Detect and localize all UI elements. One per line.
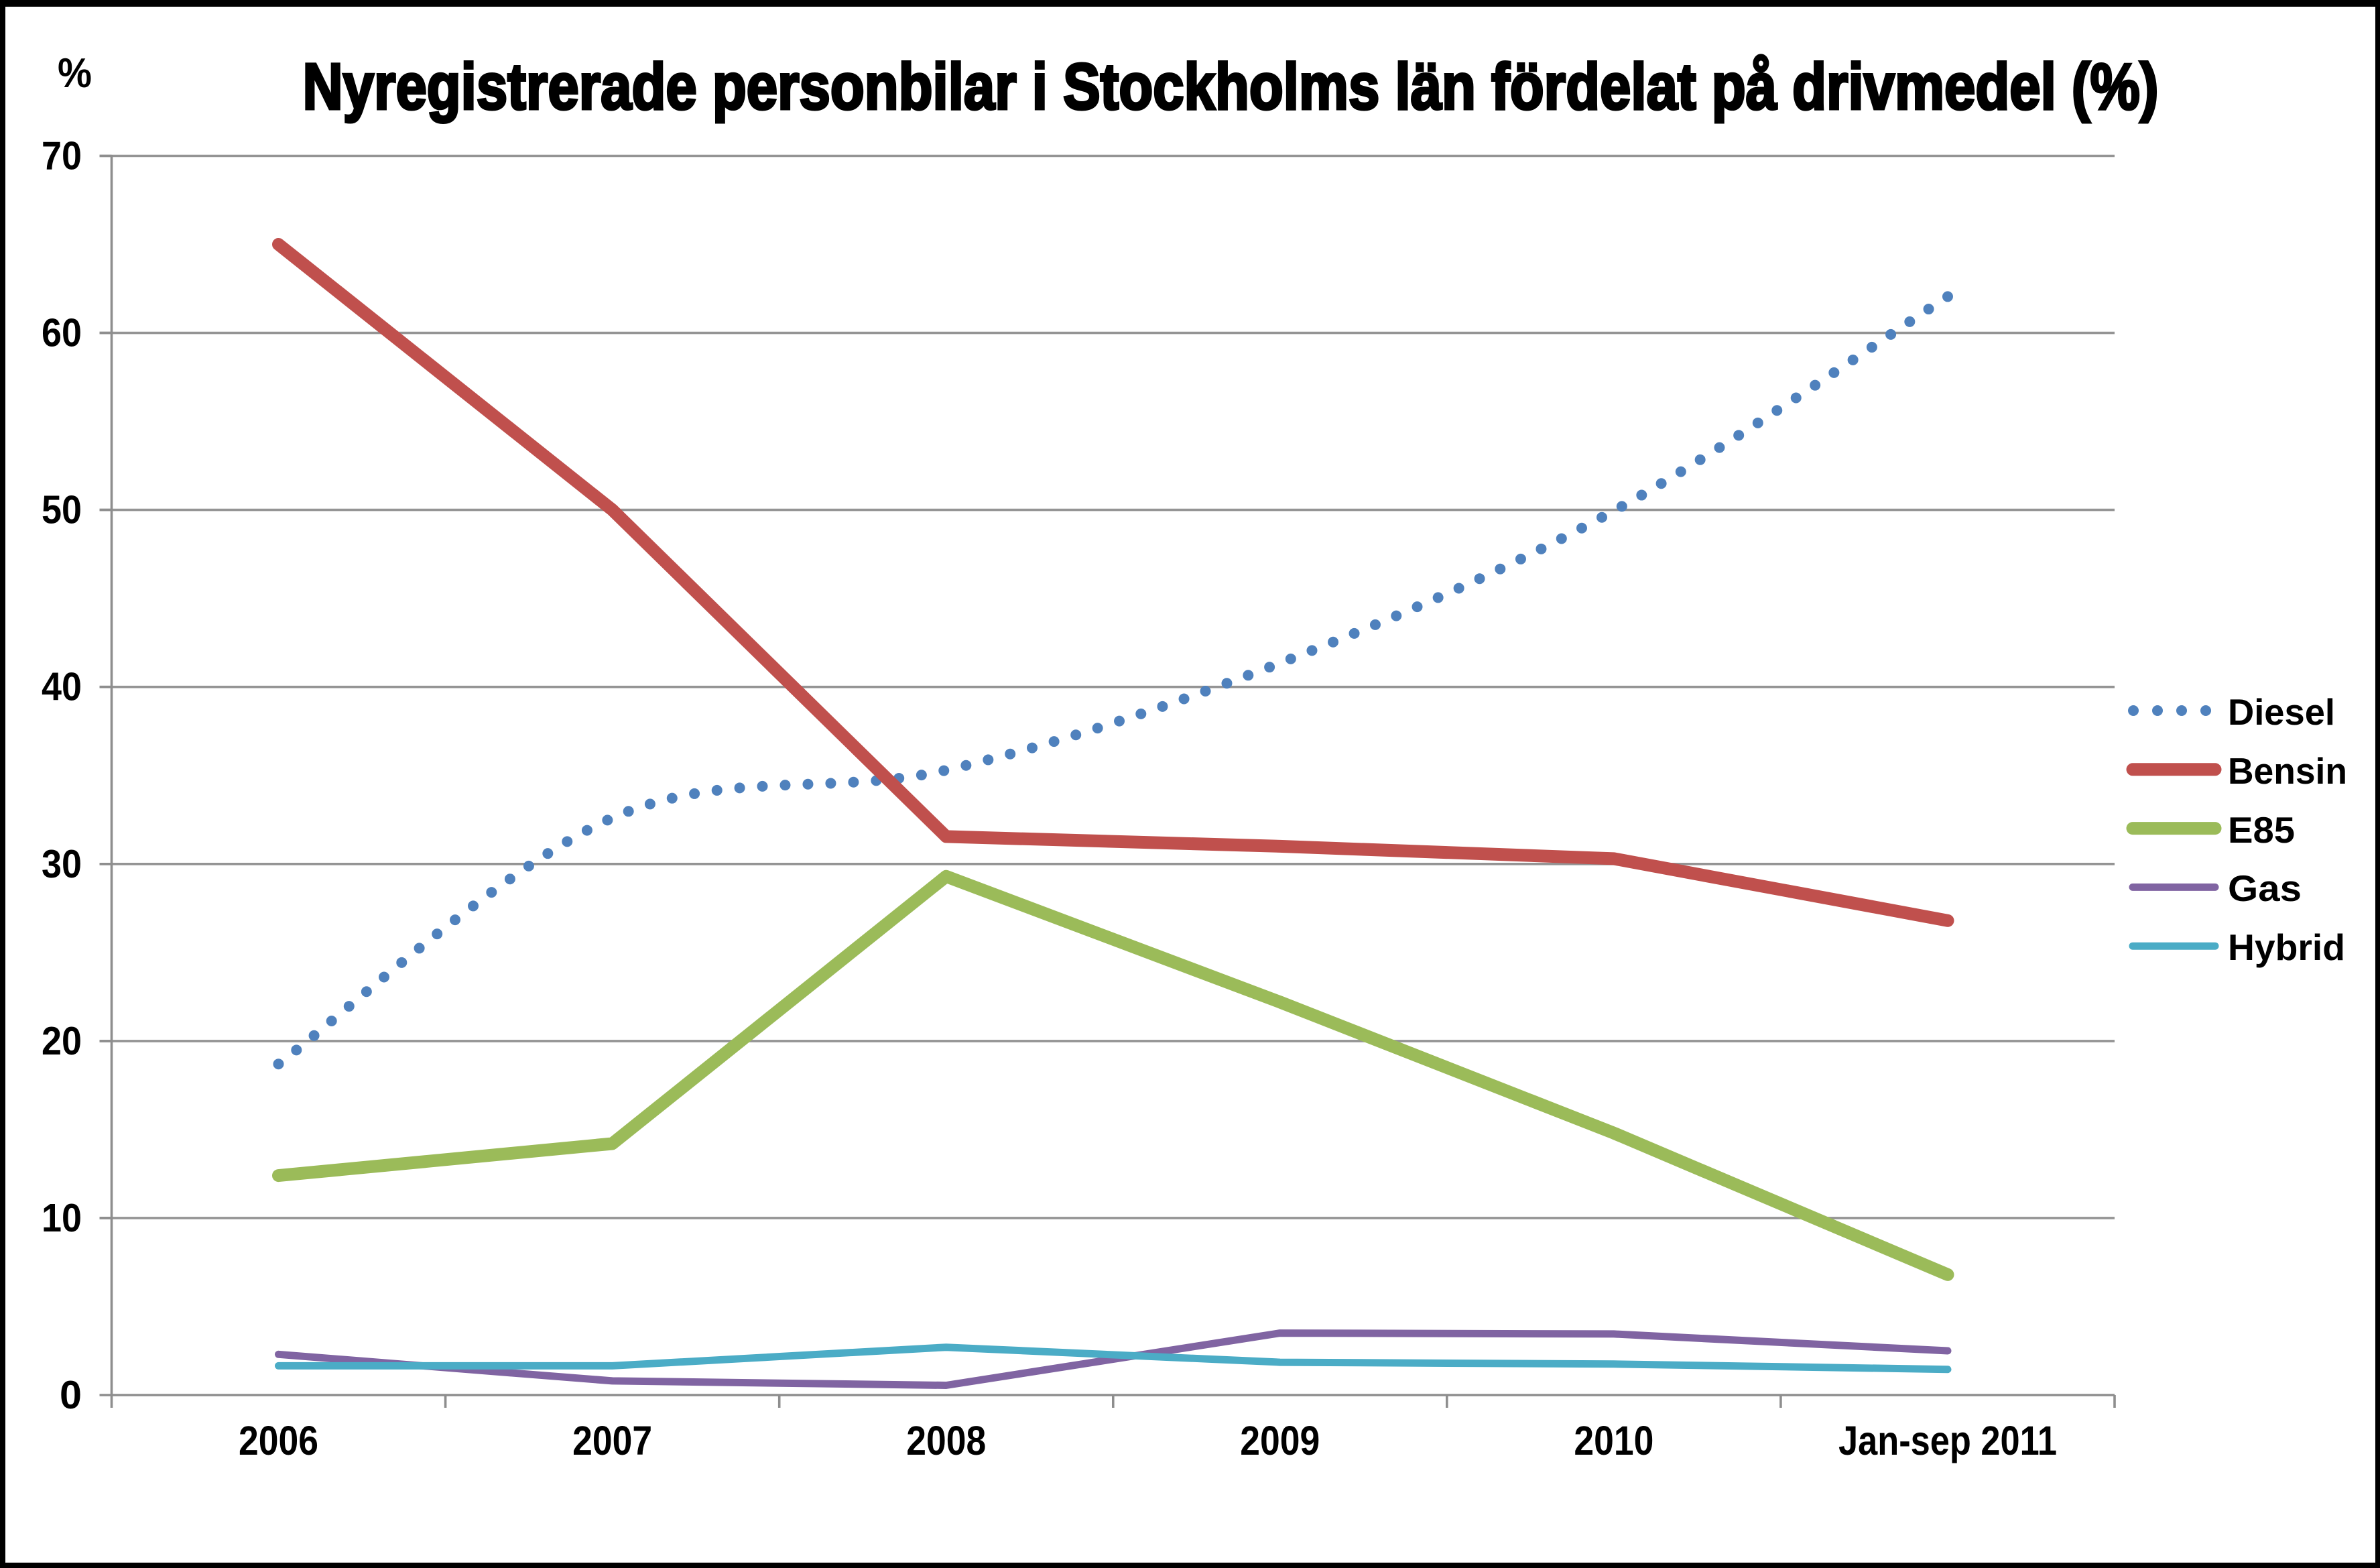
svg-text:10: 10 bbox=[42, 1196, 82, 1240]
svg-text:E85: E85 bbox=[2228, 809, 2295, 851]
svg-text:0: 0 bbox=[60, 1373, 82, 1417]
svg-text:2008: 2008 bbox=[906, 1418, 986, 1463]
svg-text:2006: 2006 bbox=[239, 1418, 318, 1463]
svg-text:60: 60 bbox=[42, 311, 82, 355]
svg-text:Nyregistrerade personbilar i S: Nyregistrerade personbilar i Stockholms … bbox=[303, 50, 2159, 123]
svg-text:2009: 2009 bbox=[1240, 1418, 1320, 1463]
svg-text:Gas: Gas bbox=[2228, 867, 2302, 909]
svg-text:50: 50 bbox=[42, 488, 82, 532]
svg-text:2010: 2010 bbox=[1574, 1418, 1653, 1463]
svg-text:Diesel: Diesel bbox=[2228, 691, 2335, 733]
svg-text:2007: 2007 bbox=[572, 1418, 652, 1463]
svg-text:Jan-sep 2011: Jan-sep 2011 bbox=[1838, 1418, 2057, 1463]
svg-text:40: 40 bbox=[42, 665, 82, 709]
svg-text:Hybrid: Hybrid bbox=[2228, 926, 2345, 968]
svg-text:20: 20 bbox=[42, 1019, 82, 1063]
svg-text:%: % bbox=[58, 50, 92, 97]
svg-text:Bensin: Bensin bbox=[2228, 750, 2347, 792]
svg-text:70: 70 bbox=[42, 134, 82, 178]
svg-text:30: 30 bbox=[42, 842, 82, 886]
